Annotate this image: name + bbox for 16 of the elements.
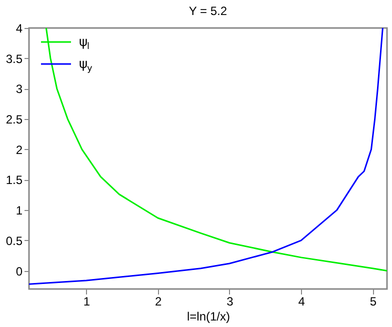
chart-title: Y = 5.2 [188, 4, 228, 18]
y-tick-label: 2.5 [6, 112, 23, 127]
y-tick-label: 1.5 [6, 173, 23, 188]
y-tick-label: 3 [16, 82, 23, 96]
x-tick-label: 2 [155, 294, 162, 308]
y-tick-label: 1 [16, 204, 23, 218]
x-tick-label: 3 [226, 294, 234, 308]
x-tick-label: 4 [298, 294, 306, 308]
y-tick-label: 0.5 [6, 234, 23, 248]
x-axis-title: l=ln(1/x) [186, 310, 230, 324]
y-tick-label: 4 [16, 22, 23, 36]
y-tick-label: 3.5 [6, 52, 23, 66]
y-tick-label: 0 [16, 264, 23, 278]
x-tick-label: 1 [83, 294, 90, 308]
y-tick-label: 2 [16, 142, 23, 157]
x-tick-label: 5 [370, 294, 377, 308]
